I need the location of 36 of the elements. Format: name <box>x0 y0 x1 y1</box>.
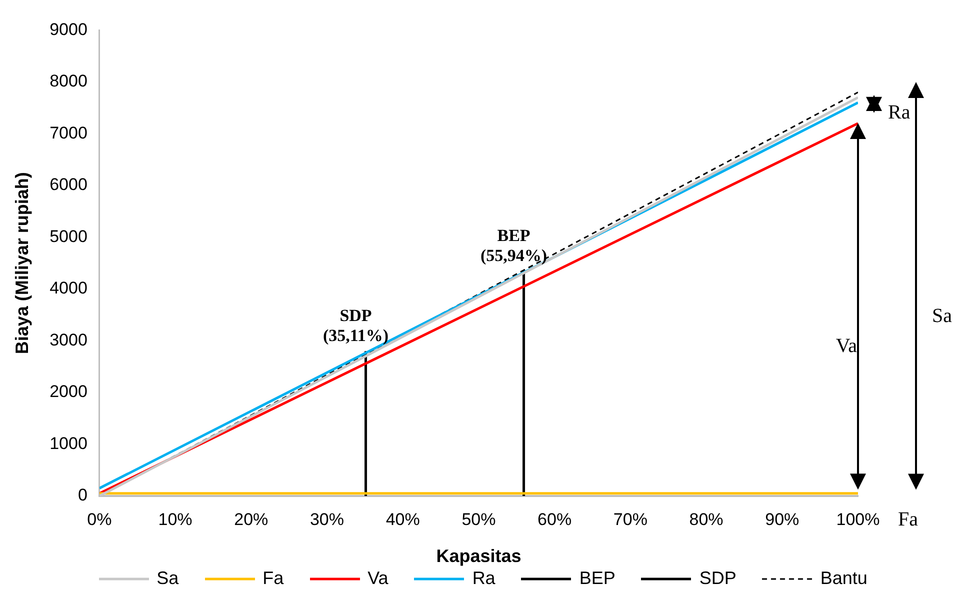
y-tick-label: 0 <box>78 486 88 505</box>
y-tick-label: 6000 <box>50 175 88 194</box>
text: Fa <box>898 508 918 530</box>
x-tick-label: 50% <box>462 510 496 529</box>
y-tick-label: 7000 <box>50 123 88 142</box>
x-axis-title: Kapasitas <box>436 546 522 566</box>
annotation: BEP (55,94%) <box>480 226 548 265</box>
y-tick-label: 9000 <box>50 20 88 39</box>
x-tick-label: 10% <box>158 510 192 529</box>
legend-label: BEP <box>579 568 616 589</box>
x-tick-label: 0% <box>87 510 112 529</box>
x-tick-label: 30% <box>310 510 344 529</box>
x-tick-label: 20% <box>234 510 268 529</box>
text: Sa <box>932 304 952 327</box>
text: Ra <box>888 101 910 124</box>
legend-label: Fa <box>262 568 284 589</box>
y-tick-label: 4000 <box>50 278 88 298</box>
y-tick-label: 1000 <box>50 434 88 453</box>
legend-label: Bantu <box>820 568 868 589</box>
y-tick-label: 8000 <box>50 72 88 91</box>
x-tick-label: 70% <box>613 510 648 529</box>
x-tick-label: 80% <box>689 510 724 529</box>
annotation: SDP (35,11%) <box>322 306 389 345</box>
x-tick-label: 60% <box>538 510 572 529</box>
x-tick-label: 90% <box>765 510 800 529</box>
x-tick-label: 100% <box>836 510 880 529</box>
annotation: Va <box>836 335 858 358</box>
legend-label: Va <box>368 568 388 589</box>
legend-label: SDP <box>699 568 736 589</box>
y-tick-label: 3000 <box>50 330 88 350</box>
y-tick-label: 5000 <box>50 226 88 246</box>
y-tick-label: 2000 <box>50 382 88 402</box>
legend-label: Ra <box>472 568 496 589</box>
legend-label: Sa <box>156 568 179 589</box>
x-tick-label: 40% <box>386 510 420 529</box>
y-axis-title: Biaya (Miliyar rupiah) <box>12 172 32 354</box>
